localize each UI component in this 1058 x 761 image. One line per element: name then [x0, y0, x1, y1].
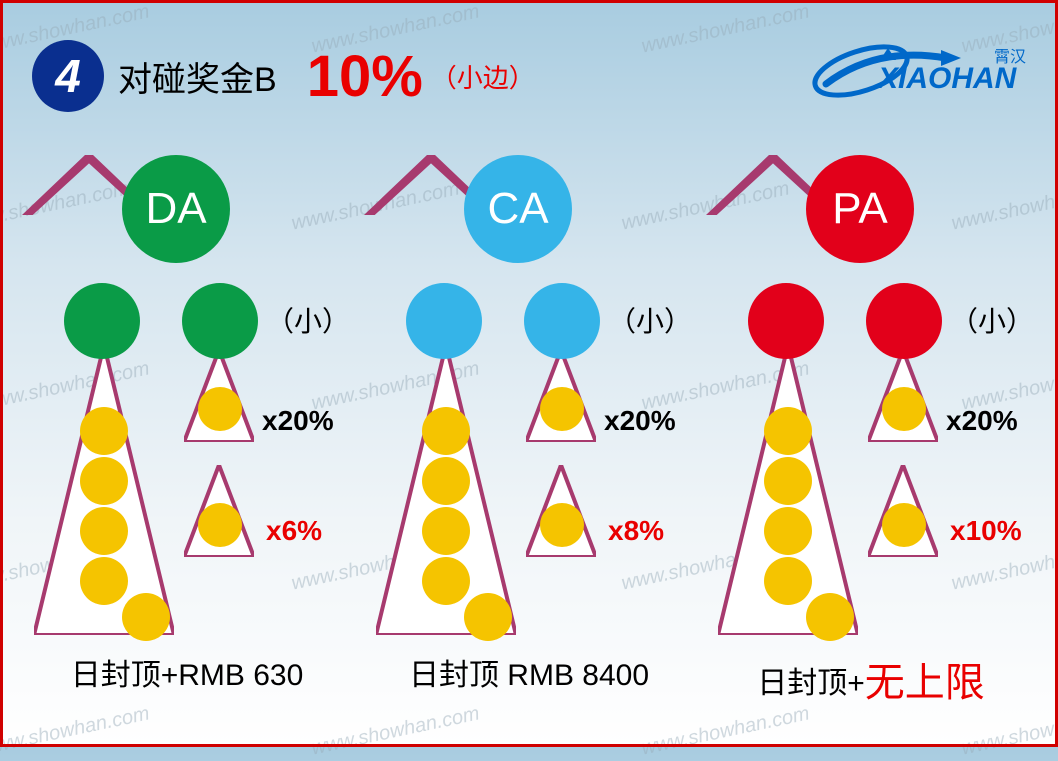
header-percent-note: （小边）	[431, 58, 535, 95]
level-dot-icon	[882, 387, 926, 431]
diagram-columns: DA （小） x20% x6% 日封顶+RMB 630 CA （小）	[22, 155, 1036, 717]
small-side-label: （小）	[266, 300, 350, 340]
level-dot-icon	[764, 557, 812, 605]
level-dot-icon	[764, 507, 812, 555]
logo-text-en: XIAOHAN	[876, 62, 1018, 95]
logo-text-cn: 霄汉	[994, 48, 1026, 66]
multiplier-label: x20%	[262, 405, 334, 437]
diagram-column: PA （小） x20% x10% 日封顶+无上限	[706, 155, 1036, 717]
diagram-column: DA （小） x20% x6% 日封顶+RMB 630	[22, 155, 352, 717]
child-node-right	[182, 283, 258, 359]
level-dot-icon	[422, 557, 470, 605]
child-node-left	[406, 283, 482, 359]
section-title: 对碰奖金B	[118, 52, 277, 101]
level-dot-icon	[806, 593, 854, 641]
multiplier-label-red: x6%	[266, 515, 322, 547]
header: 4 对碰奖金B 10% （小边）	[32, 40, 535, 112]
section-badge: 4	[32, 40, 104, 112]
level-dot-icon	[540, 387, 584, 431]
multiplier-label-red: x8%	[608, 515, 664, 547]
level-dot-icon	[198, 503, 242, 547]
level-dot-icon	[882, 503, 926, 547]
child-node-right	[866, 283, 942, 359]
level-dot-icon	[422, 507, 470, 555]
level-dot-icon	[422, 457, 470, 505]
multiplier-label-red: x10%	[950, 515, 1022, 547]
brand-logo: XIAOHAN 霄汉	[806, 36, 1026, 106]
top-node: CA	[464, 155, 572, 263]
top-node: PA	[806, 155, 914, 263]
column-caption: 日封顶 RMB 8400	[364, 650, 694, 694]
level-dot-icon	[464, 593, 512, 641]
level-dot-icon	[764, 407, 812, 455]
child-node-left	[64, 283, 140, 359]
child-node-right	[524, 283, 600, 359]
column-caption: 日封顶+无上限	[706, 650, 1036, 708]
small-side-label: （小）	[608, 300, 692, 340]
level-dot-icon	[540, 503, 584, 547]
column-caption: 日封顶+RMB 630	[22, 650, 352, 694]
watermark: www.showhan.com	[639, 0, 811, 58]
level-dot-icon	[80, 457, 128, 505]
level-dot-icon	[122, 593, 170, 641]
multiplier-label: x20%	[946, 405, 1018, 437]
top-node: DA	[122, 155, 230, 263]
header-percent: 10%	[307, 43, 423, 110]
level-dot-icon	[422, 407, 470, 455]
level-dot-icon	[80, 507, 128, 555]
diagram-column: CA （小） x20% x8% 日封顶 RMB 8400	[364, 155, 694, 717]
level-dot-icon	[198, 387, 242, 431]
multiplier-label: x20%	[604, 405, 676, 437]
level-dot-icon	[764, 457, 812, 505]
small-side-label: （小）	[950, 300, 1034, 340]
level-dot-icon	[80, 407, 128, 455]
child-node-left	[748, 283, 824, 359]
level-dot-icon	[80, 557, 128, 605]
